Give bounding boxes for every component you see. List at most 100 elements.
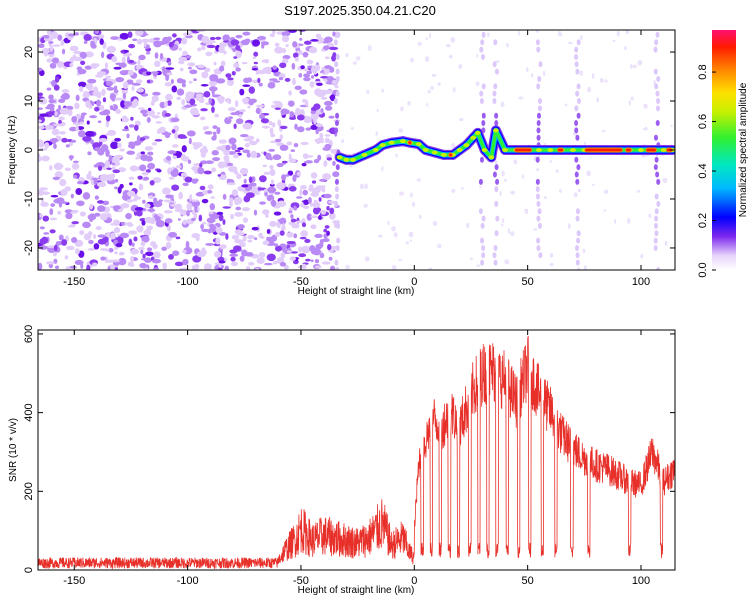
spectrogram-ridge-point (637, 148, 644, 152)
spectrogram-streak-blob (494, 186, 499, 193)
spectrogram-noise-blob (235, 50, 242, 59)
spectrogram-noise-blob (142, 253, 146, 259)
spectrogram-faint-point (662, 177, 668, 183)
spectrogram-noise-blob (178, 191, 184, 200)
spectrogram-faint-point (630, 96, 634, 101)
spectrogram-noise-blob (226, 162, 234, 167)
spectrogram-noise-blob (324, 225, 330, 229)
spectrogram-streak-blob (492, 61, 497, 68)
spectrogram-noise-blob (231, 143, 237, 151)
spectrogram-noise-blob (38, 69, 45, 77)
spectrogram-noise-blob (90, 63, 98, 69)
spectrogram-noise-blob (217, 174, 221, 177)
spectrogram-noise-blob (71, 237, 78, 244)
spectrogram-noise-blob (262, 164, 268, 168)
spectrogram-faint-point (393, 232, 398, 238)
spectrogram-faint-point (387, 220, 390, 226)
spectrogram-faint-point (549, 159, 552, 163)
spectrogram-noise-blob (41, 48, 50, 55)
spectrogram-noise-blob (217, 161, 226, 169)
spectrogram-noise-blob (69, 155, 73, 161)
spectrogram-noise-blob (39, 226, 45, 230)
spectrogram-noise-blob (234, 201, 239, 206)
spectrogram-noise-blob (127, 261, 133, 267)
spectrogram-faint-point (398, 128, 404, 133)
spectrogram-noise-blob (274, 107, 281, 111)
spectrogram-noise-blob (288, 100, 295, 107)
spectrogram-noise-blob (43, 232, 50, 235)
spectrogram-noise-blob (150, 100, 155, 106)
spectrogram-hot-segment (558, 148, 563, 152)
spectrogram-streak-blob (538, 252, 543, 259)
spectrogram-x-tick-label: -100 (177, 276, 199, 288)
spectrogram-noise-blob (331, 79, 338, 85)
spectrogram-noise-blob (49, 62, 57, 69)
spectrogram-faint-point (644, 126, 648, 131)
spectrogram-noise-blob (270, 133, 276, 138)
spectrogram-noise-blob (299, 188, 303, 196)
spectrogram-noise-blob (94, 74, 104, 78)
spectrogram-streak-blob (495, 215, 500, 222)
spectrogram-streak-blob (575, 134, 580, 141)
spectrogram-faint-point (345, 52, 349, 58)
spectrogram-noise-blob (123, 100, 133, 107)
spectrogram-noise-blob (310, 39, 319, 42)
spectrogram-noise-blob (329, 207, 335, 215)
spectrogram-noise-blob (75, 188, 83, 196)
spectrogram-streak-blob (494, 200, 499, 207)
spectrogram-noise-blob (272, 260, 278, 265)
spectrogram-faint-point (376, 108, 379, 113)
spectrogram-noise-blob (290, 251, 298, 254)
spectrogram-faint-point (535, 30, 539, 33)
spectrogram-noise-blob (131, 86, 135, 91)
spectrogram-marks (38, 30, 675, 270)
spectrogram-noise-blob (118, 251, 125, 256)
spectrogram-noise-blob (172, 144, 179, 148)
spectrogram-noise-blob (144, 203, 151, 209)
snr-x-axis-label: Height of straight line (km) (298, 585, 415, 596)
spectrogram-noise-blob (90, 40, 96, 48)
spectrogram-noise-blob (41, 236, 49, 244)
spectrogram-noise-blob (46, 245, 56, 249)
spectrogram-noise-blob (262, 209, 270, 215)
spectrogram-ridge-point (488, 155, 495, 160)
spectrogram-noise-blob (187, 92, 195, 96)
spectrogram-noise-blob (164, 133, 171, 139)
spectrogram-noise-blob (261, 43, 265, 49)
spectrogram-noise-blob (200, 224, 204, 230)
spectrogram-noise-blob (121, 56, 126, 65)
spectrogram-streak-blob (479, 90, 484, 97)
spectrogram-noise-blob (109, 105, 114, 111)
spectrogram-noise-blob (128, 124, 135, 128)
spectrogram-noise-blob (136, 225, 144, 233)
spectrogram-noise-blob (148, 195, 154, 200)
spectrogram-noise-blob (46, 58, 53, 63)
spectrogram-noise-blob (50, 194, 59, 198)
spectrogram-noise-blob (319, 178, 327, 182)
spectrogram-faint-point (409, 192, 413, 198)
spectrogram-noise-blob (169, 206, 173, 210)
snr-x-tick-label: 50 (522, 575, 534, 587)
spectrogram-noise-blob (207, 184, 214, 190)
spectrogram-noise-blob (46, 261, 55, 265)
spectrogram-noise-blob (172, 155, 177, 160)
spectrogram-noise-blob (153, 200, 163, 208)
spectrogram-noise-blob (284, 77, 291, 82)
spectrogram-noise-blob (164, 82, 173, 87)
spectrogram-noise-blob (97, 238, 107, 245)
spectrogram-noise-blob (272, 154, 282, 161)
spectrogram-noise-blob (214, 113, 220, 118)
spectrogram-noise-blob (282, 48, 287, 54)
spectrogram-noise-blob (44, 142, 50, 149)
spectrogram-noise-blob (248, 140, 258, 146)
spectrogram-noise-blob (97, 234, 106, 238)
spectrogram-noise-blob (164, 113, 171, 117)
spectrogram-noise-blob (213, 61, 217, 66)
spectrogram-noise-blob (99, 212, 109, 221)
spectrogram-noise-blob (281, 223, 286, 230)
spectrogram-noise-blob (145, 169, 151, 173)
spectrogram-noise-blob (211, 136, 216, 141)
spectrogram-noise-blob (228, 137, 237, 145)
spectrogram-noise-blob (71, 116, 78, 123)
